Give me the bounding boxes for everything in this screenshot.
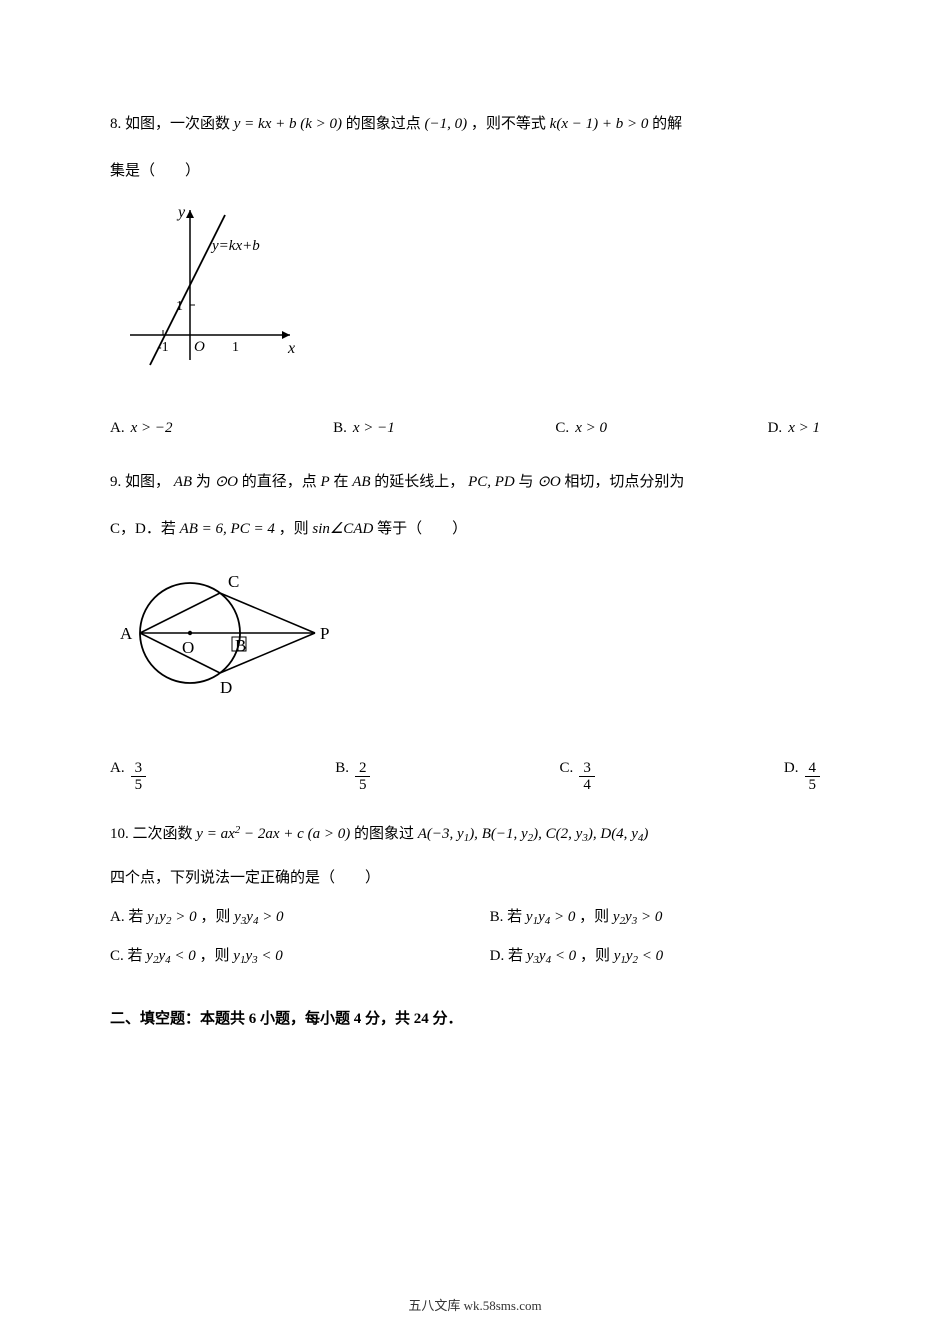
q8-origin-label: O [194,339,205,355]
q8-text-c: ，则不等式 [471,116,546,132]
q8-text-b: 的图象过点 [346,116,421,132]
q8-option-a: A. x > −2 [110,414,173,443]
q8-text-d: 的解 [652,116,682,132]
q9-label-B: B [235,636,246,655]
q9-label-D: D [220,678,232,697]
q9-frac-a: 3 5 [131,760,147,794]
q10-number: 10. [110,826,129,842]
q8-x-axis-label: x [287,340,295,357]
q9-frac-b: 2 5 [355,760,371,794]
q10-stem-line1: 10. 二次函数 y = ax2 − 2ax + c (a > 0) 的图象过 … [110,820,840,849]
q9-label-A: A [120,624,133,643]
q8-stem: 8. 如图，一次函数 y = kx + b (k > 0) 的图象过点 (−1,… [110,110,840,139]
q8-option-c: C. x > 0 [555,414,607,443]
q10-options: A. 若 y1y2 > 0 ，则 y3y4 > 0 B. 若 y1y4 > 0 … [110,903,840,981]
footer: 五八文库 wk.58sms.com [0,1295,950,1314]
q8-stem-line2: 集是（ ） [110,157,840,186]
problem-10: 10. 二次函数 y = ax2 − 2ax + c (a > 0) 的图象过 … [110,820,840,981]
q8-number: 8. [110,116,121,132]
q9-stem-line2: C，D．若 AB = 6, PC = 4 ，则 sin∠CAD 等于（ ） [110,515,840,544]
q8-text-a: 如图，一次函数 [125,116,230,132]
q9-label-C: C [228,572,239,591]
q8-y-axis-label: y [176,204,186,221]
q9-diagram-svg: A B O P C D [110,553,360,713]
q10-formula-2: A(−3, y1), B(−1, y2), C(2, y3), D(4, y4) [418,826,649,842]
q9-option-c: C. 3 4 [560,754,595,794]
q9-number: 9. [110,474,121,490]
q8-graph-svg: -1 1 1 O y x y=kx+b [110,195,310,385]
q9-option-d: D. 4 5 [784,754,820,794]
q9-stem-line1: 9. 如图， AB 为 ⊙O 的直径，点 P 在 AB 的延长线上， PC, P… [110,468,840,497]
q9-label-P: P [320,624,329,643]
q8-option-d: D. x > 1 [768,414,820,443]
q9-frac-c: 3 4 [579,760,595,794]
q9-frac-d: 4 5 [805,760,821,794]
problem-9: 9. 如图， AB 为 ⊙O 的直径，点 P 在 AB 的延长线上， PC, P… [110,468,840,794]
q10-option-c: C. 若 y2y4 < 0 ，则 y1y3 < 0 [110,942,460,971]
q8-formula-3: k(x − 1) + b > 0 [550,116,649,132]
q8-formula-2: (−1, 0) [425,116,468,132]
q10-option-a: A. 若 y1y2 > 0 ，则 y3y4 > 0 [110,903,460,932]
problem-8: 8. 如图，一次函数 y = kx + b (k > 0) 的图象过点 (−1,… [110,110,840,442]
section-2-title: 二、填空题：本题共 6 小题，每小题 4 分，共 24 分． [110,1007,840,1028]
q8-options: A. x > −2 B. x > −1 C. x > 0 D. x > 1 [110,414,840,443]
q10-option-d: D. 若 y3y4 < 0 ，则 y1y2 < 0 [490,942,840,971]
q9-diagram: A B O P C D [110,553,840,724]
q8-graph: -1 1 1 O y x y=kx+b [110,195,840,396]
q8-formula-1: y = kx + b (k > 0) [234,116,342,132]
q8-tick-1: 1 [232,340,239,355]
q10-formula-1: y = ax2 − 2ax + c (a > 0) [196,826,354,842]
q10-option-b: B. 若 y1y4 > 0 ，则 y2y3 > 0 [490,903,840,932]
q8-option-b: B. x > −1 [333,414,395,443]
q9-option-b: B. 2 5 [335,754,370,794]
q10-stem-line2: 四个点，下列说法一定正确的是（ ） [110,864,840,893]
q9-options: A. 3 5 B. 2 5 C. 3 4 [110,754,840,794]
q8-line-label: y=kx+b [210,238,260,254]
q9-option-a: A. 3 5 [110,754,146,794]
